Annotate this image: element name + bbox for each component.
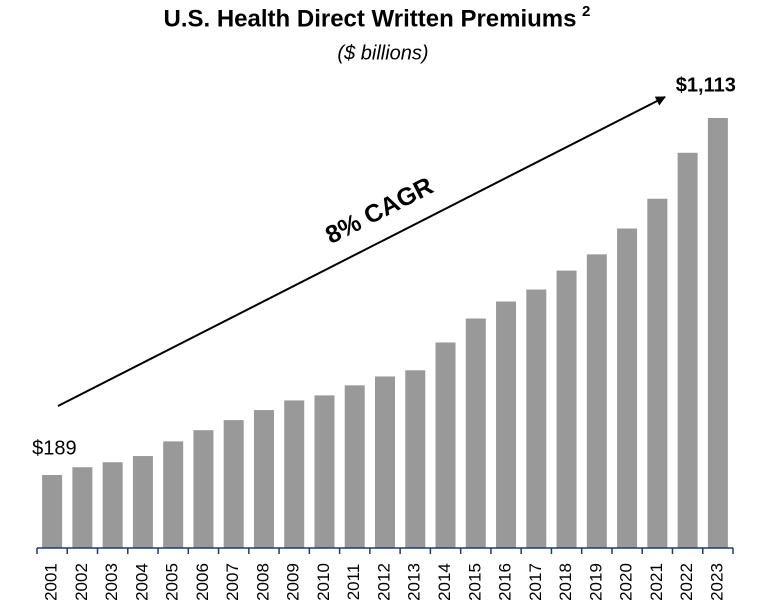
x-tick-label: 2020 (617, 563, 636, 601)
cagr-arrow (57, 96, 666, 407)
bar (284, 400, 305, 548)
x-tick-label: 2008 (253, 563, 272, 601)
bar (344, 385, 365, 548)
chart-title: U.S. Health Direct Written Premiums (164, 5, 577, 32)
x-tick-label: 2013 (405, 563, 424, 601)
x-tick-label: 2007 (223, 563, 242, 601)
bar (163, 441, 184, 548)
x-tick-label: 2015 (465, 563, 484, 601)
x-tick-label: 2014 (435, 563, 454, 601)
x-tick-label: 2012 (374, 563, 393, 601)
x-tick-label: 2019 (586, 563, 605, 601)
x-tick-label: 2017 (526, 563, 545, 601)
bar (526, 289, 547, 548)
x-tick-label: 2006 (193, 563, 212, 601)
bar (42, 474, 63, 548)
cagr-label: 8% CAGR (321, 172, 438, 250)
x-tick-label: 2021 (647, 563, 666, 601)
bar (253, 410, 274, 548)
value-label: $189 (32, 437, 76, 459)
x-tick-label: 2022 (677, 563, 696, 601)
bar (647, 198, 668, 548)
x-tick-label: 2009 (284, 563, 303, 601)
bar (617, 228, 638, 549)
bar (314, 395, 335, 548)
bar (435, 342, 456, 548)
value-label: $1,113 (676, 74, 736, 96)
x-tick-label: 2004 (132, 563, 151, 601)
x-tick-label: 2003 (102, 563, 121, 601)
bar (677, 152, 698, 549)
bar (465, 318, 486, 548)
bar (102, 462, 123, 548)
x-tick-label: 2001 (42, 563, 61, 601)
bar (707, 118, 728, 548)
title-footnote: 2 (582, 3, 590, 20)
bar (193, 430, 214, 548)
chart-subtitle: ($ billions) (337, 42, 428, 64)
bar (586, 254, 607, 548)
x-tick-label: 2016 (496, 563, 515, 601)
x-tick-label: 2010 (314, 563, 333, 601)
bar (556, 270, 577, 548)
bar (223, 420, 244, 548)
x-tick-label: 2002 (72, 563, 91, 601)
x-tick-label: 2018 (556, 563, 575, 601)
x-tick-label: 2023 (707, 563, 726, 601)
bar (375, 376, 395, 548)
x-tick-label: 2005 (163, 563, 182, 601)
x-tick-label: 2011 (344, 564, 363, 601)
bar (132, 456, 153, 548)
bar (405, 370, 426, 548)
bar (496, 301, 517, 548)
bar (72, 467, 93, 548)
